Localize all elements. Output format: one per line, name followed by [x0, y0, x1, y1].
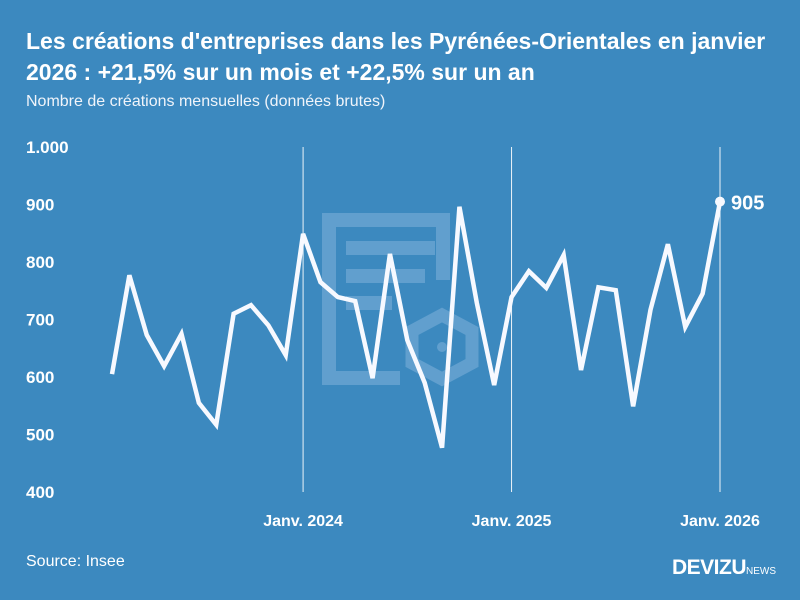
x-tick-label: Janv. 2024 — [263, 513, 343, 530]
x-tick-label: Janv. 2026 — [680, 513, 760, 530]
chart-subtitle: Nombre de créations mensuelles (données … — [26, 93, 386, 110]
logo-main: DEVIZU — [672, 556, 747, 579]
source-note: Source: Insee — [26, 553, 125, 570]
chart-title: Les créations d'entreprises dans les Pyr… — [26, 28, 766, 85]
y-tick-label: 700 — [26, 311, 54, 330]
y-tick-label: 800 — [26, 253, 54, 272]
series-line — [109, 201, 723, 449]
data-point — [715, 196, 725, 207]
x-tick-label: Janv. 2025 — [472, 513, 552, 530]
devizu-logo: DEVIZUNEWS — [672, 556, 776, 580]
y-tick-label: 400 — [26, 483, 54, 502]
y-tick-label: 500 — [26, 426, 54, 445]
y-tick-label: 900 — [26, 196, 54, 215]
y-tick-label: 600 — [26, 368, 54, 387]
last-value-label: 905 — [731, 193, 764, 215]
logo-suffix: NEWS — [746, 566, 777, 577]
y-tick-label: 1.000 — [26, 138, 69, 157]
